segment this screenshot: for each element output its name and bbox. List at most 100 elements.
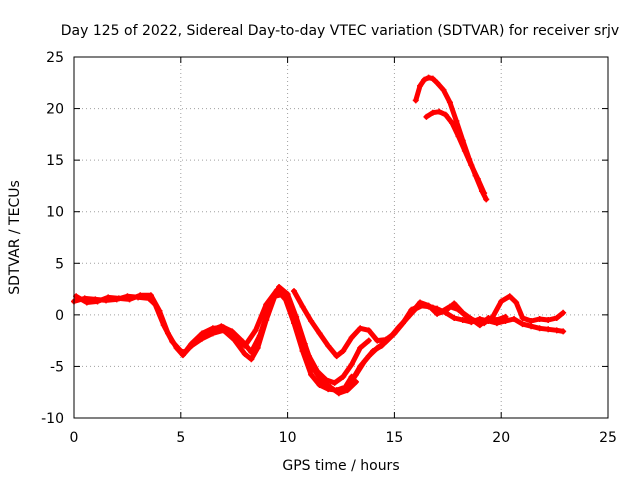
data-point [455,133,462,140]
data-point [545,326,552,333]
data-point [105,294,112,301]
data-point [229,328,236,335]
data-point [511,315,518,322]
series-trace [413,75,489,202]
data-point [560,328,567,335]
data-point [357,363,364,370]
data-point [459,317,466,324]
data-point [325,342,332,349]
series-trace [423,109,487,196]
data-point [357,325,364,332]
data-point [391,330,398,337]
data-point [498,298,505,305]
data-point [335,390,342,397]
data-point [528,318,535,325]
y-axis-title: SDTVAR / TECUs [7,180,23,295]
y-tick-label: 20 [46,102,64,118]
x-tick-label: 20 [492,430,510,446]
chart-title: Day 125 of 2022, Sidereal Day-to-day VTE… [61,23,619,39]
data-point [299,303,306,310]
data-point [344,384,351,391]
data-point [485,314,492,321]
data-point [252,327,259,334]
data-point [331,379,338,386]
data-point [434,310,441,317]
data-point [179,352,186,359]
data-point [425,302,432,309]
data-point [340,373,347,380]
data-point [536,315,543,322]
data-point [461,147,468,154]
data-point [374,344,381,351]
data-point [115,295,122,302]
data-point [412,97,419,104]
data-point [560,309,567,316]
data-point [506,293,513,300]
data-point [382,338,389,345]
axes: 0 5 10 15 20 25 -10 -5 0 5 10 15 20 25 [41,50,617,446]
y-tick-label: 15 [46,153,64,169]
data-point [254,344,261,351]
series-arc-early [71,287,355,394]
data-point [429,75,436,82]
series-trace [189,291,372,386]
data-point [528,323,535,330]
data-point [399,320,406,327]
data-point [365,337,372,344]
data-point [199,335,206,342]
y-tick-label: -5 [50,359,64,375]
data-point [218,323,225,330]
data-point [308,318,315,325]
plot-frame [73,56,609,419]
data-point [502,313,509,320]
data-point [314,368,321,375]
data-point [333,353,340,360]
x-tick-label: 0 [70,430,79,446]
data-point [271,293,278,300]
data-point [316,330,323,337]
data-point [357,344,364,351]
data-point [453,117,460,124]
x-axis-title: GPS time / hours [282,458,399,474]
data-point [442,111,449,118]
data-point [316,381,323,388]
y-tick-label: 10 [46,205,64,221]
x-tick-label: 25 [599,430,617,446]
series-trace [349,300,508,384]
data-point [297,332,304,339]
data-point [340,347,347,354]
data-point [188,342,195,349]
x-tick-label: 10 [279,430,297,446]
series-arc-high-2 [423,108,488,197]
data-point [451,300,458,307]
y-tick-label: -10 [41,411,64,427]
data-point [323,376,330,383]
data-point [421,76,428,83]
data-point [263,317,270,324]
data-point [209,330,216,337]
data-point [449,120,456,127]
data-point [417,82,424,89]
data-point [483,196,490,203]
data-point [348,334,355,341]
x-tick-label: 15 [385,430,403,446]
data-point [434,79,441,86]
data-point [374,337,381,344]
data-point [468,162,475,169]
data-point [291,288,298,295]
data-point [241,351,248,358]
data-point [519,314,526,321]
data-point [147,292,154,299]
data-point [348,377,355,384]
data-point [156,307,163,314]
x-tick-label: 5 [176,430,185,446]
data-point [446,99,453,106]
data-point [220,327,227,334]
data-point [474,175,481,182]
y-tick-label: 0 [55,308,64,324]
data-point [425,74,432,81]
data-point [481,190,488,197]
data-point [137,292,144,299]
data-point [429,109,436,116]
